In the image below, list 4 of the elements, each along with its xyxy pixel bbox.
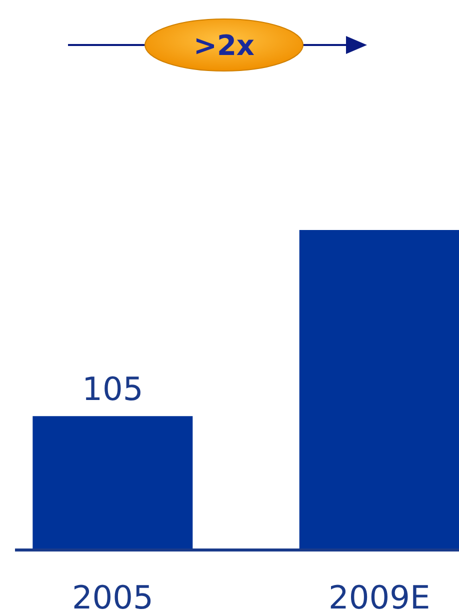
x-tick-label: 2009E	[328, 578, 430, 613]
x-tick-label: 2005	[72, 578, 154, 613]
data-label: 105	[82, 370, 144, 408]
text: >2x	[193, 29, 255, 62]
